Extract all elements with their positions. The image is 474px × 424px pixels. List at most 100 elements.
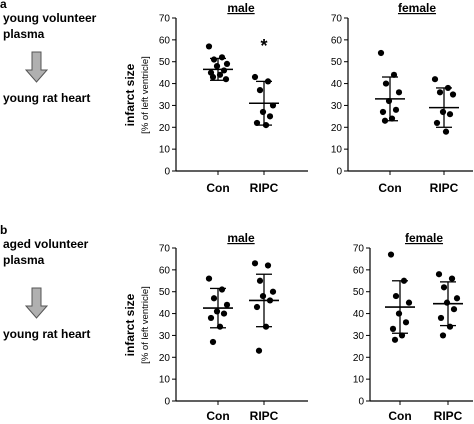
- y-tick-label: 0: [164, 167, 170, 178]
- panel-a-source-line1: young volunteer: [3, 11, 97, 25]
- y-tick-label: 10: [159, 145, 171, 156]
- x-tick-label: RIPC: [250, 409, 279, 423]
- data-point: [210, 295, 218, 302]
- data-point: [433, 119, 441, 127]
- y-tick-label: 20: [159, 123, 171, 134]
- data-point: [222, 76, 230, 83]
- data-point: [450, 306, 458, 313]
- y-tick-label: 20: [331, 123, 343, 134]
- chart-title: female: [398, 1, 436, 15]
- data-point: [377, 49, 385, 57]
- data-point: [256, 87, 264, 94]
- data-point: [443, 299, 451, 306]
- data-point: [392, 106, 400, 113]
- y-tick-label: 0: [358, 397, 364, 408]
- arrow-down-icon: [24, 51, 49, 83]
- data-point: [218, 54, 226, 61]
- chart-panel-a-male: male 0 10 20 30 40 50 60 70 Con RIPC *: [159, 1, 308, 195]
- y-tick-label: 70: [159, 14, 171, 25]
- data-point: [209, 338, 217, 346]
- y-tick-label: 50: [331, 57, 343, 68]
- y-tick-label: 70: [331, 14, 343, 25]
- data-point: [255, 347, 263, 354]
- data-point: [439, 332, 447, 339]
- y-axis-subtitle: [% of left ventricle]: [140, 56, 151, 134]
- data-point: [392, 292, 400, 300]
- data-point: [210, 56, 218, 63]
- data-point: [389, 325, 397, 332]
- data-point: [440, 284, 448, 291]
- data-point: [213, 62, 221, 70]
- data-point: [402, 319, 410, 326]
- panel-b-ylabel: infarct size [% of left ventricle]: [123, 286, 151, 364]
- chart-title: female: [405, 231, 443, 245]
- y-axis-title: infarct size: [123, 293, 137, 356]
- y-tick-label: 40: [159, 309, 171, 320]
- data-point: [387, 251, 395, 258]
- data-point: [259, 108, 267, 116]
- data-point: [442, 128, 450, 135]
- panel-b-target: young rat heart: [3, 327, 90, 341]
- data-point: [207, 314, 215, 322]
- data-point: [251, 260, 259, 267]
- y-axis-subtitle: [% of left ventricle]: [140, 286, 151, 364]
- x-tick-label: Con: [378, 181, 401, 195]
- y-tick-label: 20: [159, 353, 171, 364]
- chart-panel-b-male: male 0 10 20 30 40 50 60 70 Con RIPC: [159, 231, 308, 423]
- data-point: [205, 275, 213, 282]
- x-tick-label: RIPC: [430, 181, 459, 195]
- data-point: [223, 301, 231, 308]
- y-tick-label: 60: [159, 265, 171, 276]
- data-point: [439, 108, 447, 116]
- panel-a-letter: a: [0, 0, 7, 11]
- y-tick-label: 60: [353, 265, 365, 276]
- data-point: [391, 336, 399, 343]
- data-point: [405, 299, 413, 306]
- data-point: [209, 73, 217, 81]
- data-point: [448, 275, 456, 282]
- data-point: [395, 310, 403, 317]
- y-tick-label: 60: [331, 35, 343, 46]
- y-tick-label: 40: [159, 79, 171, 90]
- y-tick-label: 0: [164, 397, 170, 408]
- data-point: [223, 60, 231, 67]
- data-point: [253, 303, 261, 311]
- panel-b-schematic: b aged volunteer plasma young rat heart: [0, 223, 90, 341]
- panel-a-schematic: a young volunteer plasma young rat heart: [0, 0, 97, 105]
- chart-panel-b-female: female 0 10 20 30 40 50 60 70 Con RIPC: [353, 231, 473, 423]
- y-tick-label: 10: [353, 375, 365, 386]
- data-point: [431, 76, 439, 83]
- chart-panel-a-female: female 0 10 20 30 40 50 60 70 Con RIPC: [331, 1, 473, 195]
- y-tick-label: 50: [159, 57, 171, 68]
- x-tick-label: Con: [206, 181, 229, 195]
- data-point: [382, 80, 390, 87]
- data-point: [218, 286, 226, 293]
- y-tick-label: 20: [353, 353, 365, 364]
- panel-a-source-line2: plasma: [3, 27, 45, 41]
- data-point: [205, 43, 213, 50]
- data-point: [266, 113, 274, 120]
- x-tick-label: Con: [206, 409, 229, 423]
- arrow-down-icon: [24, 287, 49, 319]
- data-point: [395, 89, 403, 96]
- chart-title: male: [227, 231, 255, 245]
- data-point: [256, 277, 264, 284]
- y-tick-label: 30: [353, 331, 365, 342]
- panel-a-target: young rat heart: [3, 91, 90, 105]
- y-tick-label: 10: [159, 375, 171, 386]
- x-tick-label: Con: [388, 409, 411, 423]
- data-point: [435, 271, 443, 278]
- y-axis-title: infarct size: [123, 63, 137, 126]
- data-point: [220, 310, 228, 317]
- y-tick-label: 30: [159, 331, 171, 342]
- data-point: [437, 314, 445, 322]
- y-tick-label: 50: [353, 287, 365, 298]
- data-point: [259, 292, 267, 300]
- data-point: [449, 91, 457, 98]
- panel-a-ylabel: infarct size [% of left ventricle]: [123, 56, 151, 134]
- y-tick-label: 30: [159, 101, 171, 112]
- y-tick-label: 30: [331, 101, 343, 112]
- y-tick-label: 0: [336, 167, 342, 178]
- y-tick-label: 40: [331, 79, 343, 90]
